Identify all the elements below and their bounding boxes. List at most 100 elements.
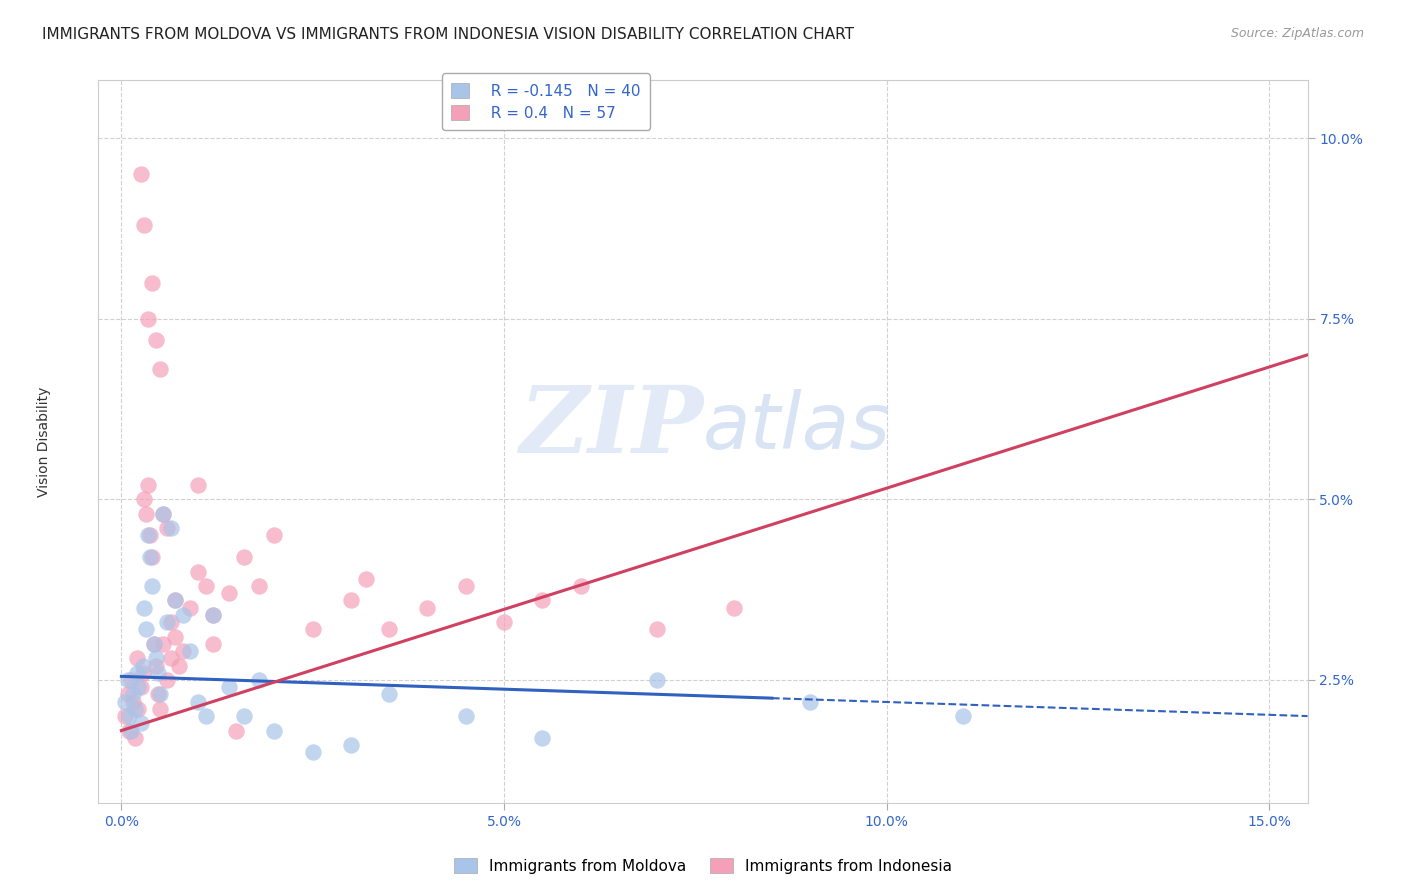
Point <box>124 731 146 745</box>
Point <box>121 695 143 709</box>
Point <box>149 702 172 716</box>
Point <box>142 637 165 651</box>
Point <box>202 637 225 651</box>
Point <box>202 607 225 622</box>
Text: IMMIGRANTS FROM MOLDOVA VS IMMIGRANTS FROM INDONESIA VISION DISABILITY CORRELATI: IMMIGRANTS FROM MOLDOVA VS IMMIGRANTS FR… <box>42 27 855 42</box>
Point <box>129 716 152 731</box>
Point <box>194 709 217 723</box>
Point <box>167 658 190 673</box>
Point <box>163 593 186 607</box>
Point <box>139 550 162 565</box>
Point <box>492 615 515 630</box>
Point <box>141 550 163 565</box>
Point <box>218 680 240 694</box>
Point <box>146 665 169 680</box>
Point <box>160 615 183 630</box>
Point <box>454 579 477 593</box>
Point <box>145 658 167 673</box>
Point <box>152 507 174 521</box>
Point <box>225 723 247 738</box>
Point <box>247 673 270 687</box>
Point <box>179 600 201 615</box>
Legend: Immigrants from Moldova, Immigrants from Indonesia: Immigrants from Moldova, Immigrants from… <box>449 852 957 880</box>
Point <box>263 528 285 542</box>
Point <box>172 644 194 658</box>
Point <box>202 607 225 622</box>
Point <box>531 593 554 607</box>
Point <box>163 593 186 607</box>
Point <box>645 673 668 687</box>
Point <box>117 673 139 687</box>
Point <box>114 695 136 709</box>
Point <box>152 637 174 651</box>
Point <box>160 521 183 535</box>
Point <box>378 623 401 637</box>
Point <box>301 745 323 759</box>
Point <box>117 687 139 701</box>
Point <box>146 687 169 701</box>
Point <box>120 673 142 687</box>
Point <box>129 680 152 694</box>
Point <box>340 593 363 607</box>
Point <box>134 492 156 507</box>
Point <box>135 623 157 637</box>
Point <box>142 637 165 651</box>
Point <box>952 709 974 723</box>
Point <box>132 665 155 680</box>
Point <box>301 623 323 637</box>
Point <box>149 687 172 701</box>
Point <box>156 673 179 687</box>
Point <box>263 723 285 738</box>
Text: atlas: atlas <box>703 389 891 465</box>
Point <box>799 695 821 709</box>
Point <box>232 550 254 565</box>
Point <box>187 695 209 709</box>
Point <box>723 600 745 615</box>
Point <box>416 600 439 615</box>
Point <box>141 579 163 593</box>
Point <box>134 218 156 232</box>
Point <box>136 311 159 326</box>
Point <box>356 572 378 586</box>
Point <box>127 702 149 716</box>
Point <box>129 167 152 181</box>
Point <box>139 528 162 542</box>
Point <box>172 607 194 622</box>
Point <box>127 680 149 694</box>
Point <box>378 687 401 701</box>
Point <box>149 362 172 376</box>
Point <box>134 600 156 615</box>
Point <box>179 644 201 658</box>
Point <box>125 651 148 665</box>
Point <box>125 665 148 680</box>
Point <box>160 651 183 665</box>
Point <box>132 658 155 673</box>
Point <box>232 709 254 723</box>
Point <box>145 651 167 665</box>
Point <box>120 723 142 738</box>
Point <box>247 579 270 593</box>
Legend:   R = -0.145   N = 40,   R = 0.4   N = 57: R = -0.145 N = 40, R = 0.4 N = 57 <box>441 73 650 130</box>
Text: Source: ZipAtlas.com: Source: ZipAtlas.com <box>1230 27 1364 40</box>
Point <box>136 478 159 492</box>
Point <box>645 623 668 637</box>
Text: ZIP: ZIP <box>519 382 703 472</box>
Point <box>454 709 477 723</box>
Point <box>135 507 157 521</box>
Point <box>141 276 163 290</box>
Point <box>340 738 363 752</box>
Point <box>114 709 136 723</box>
Point <box>118 723 141 738</box>
Point <box>152 507 174 521</box>
Point <box>136 528 159 542</box>
Point <box>569 579 592 593</box>
Point <box>124 702 146 716</box>
Point <box>118 709 141 723</box>
Text: Vision Disability: Vision Disability <box>37 386 51 497</box>
Point <box>194 579 217 593</box>
Point <box>187 565 209 579</box>
Point <box>163 630 186 644</box>
Point <box>156 615 179 630</box>
Point <box>187 478 209 492</box>
Point <box>121 687 143 701</box>
